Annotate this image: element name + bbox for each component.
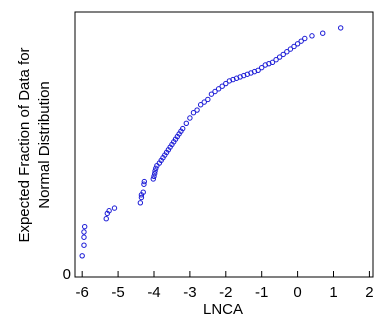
x-tick-label: 0 bbox=[293, 284, 301, 301]
scatter-point bbox=[269, 59, 276, 66]
scatter-point bbox=[208, 91, 215, 97]
scatter-point bbox=[320, 30, 326, 36]
scatter-point bbox=[219, 83, 225, 89]
scatter-point bbox=[337, 25, 344, 31]
scatter-point bbox=[141, 178, 147, 185]
scatter-point bbox=[81, 242, 87, 248]
scatter-point bbox=[212, 88, 218, 95]
scatter-point bbox=[152, 168, 158, 174]
scatter-point bbox=[273, 57, 279, 63]
x-tick-label: -5 bbox=[111, 284, 124, 301]
scatter-point bbox=[205, 96, 211, 103]
scatter-point bbox=[187, 115, 193, 121]
scatter-point bbox=[223, 80, 229, 87]
scatter-point bbox=[284, 49, 290, 55]
x-tick-label: -3 bbox=[183, 284, 196, 301]
y-axis-label-line1: Expected Fraction of Data for bbox=[16, 47, 33, 242]
scatter-point bbox=[103, 216, 109, 222]
x-tick-label: -6 bbox=[76, 284, 89, 301]
scatter-point bbox=[197, 102, 204, 108]
scatter-point bbox=[183, 120, 190, 127]
scatter-point bbox=[276, 54, 283, 60]
scatter-point bbox=[201, 99, 207, 105]
scatter-point bbox=[138, 194, 145, 201]
scatter-point bbox=[298, 38, 304, 44]
scatter-point bbox=[291, 43, 297, 50]
scatter-point bbox=[194, 107, 200, 113]
y-tick-labels: 0 bbox=[63, 266, 71, 283]
scatter-point bbox=[287, 46, 294, 52]
x-axis-label: LNCA bbox=[203, 301, 243, 318]
x-tick-label: -2 bbox=[219, 284, 232, 301]
scatter-point bbox=[280, 51, 286, 58]
scatter-point bbox=[258, 64, 265, 71]
scatter-point bbox=[106, 208, 112, 214]
scatter-point bbox=[150, 176, 156, 182]
scatter-point bbox=[79, 253, 85, 259]
scatter-point bbox=[180, 125, 186, 132]
x-tick-label: 1 bbox=[329, 284, 337, 301]
scatter-point bbox=[153, 165, 159, 172]
scatter-point bbox=[141, 181, 147, 187]
x-tick-labels: -6 -5 -4 -3 -2 -1 0 1 2 bbox=[76, 284, 374, 301]
scatter-point bbox=[294, 41, 301, 47]
scatter-points bbox=[79, 25, 344, 259]
scatter-point bbox=[255, 67, 261, 74]
scatter-point bbox=[302, 35, 308, 42]
scatter-point bbox=[152, 170, 158, 177]
plot-frame bbox=[74, 11, 374, 278]
x-tick-label: -1 bbox=[255, 284, 268, 301]
y-axis-label-line2: Normal Distribution bbox=[36, 81, 53, 209]
scatter-point bbox=[81, 234, 87, 240]
scatter-point bbox=[81, 223, 88, 230]
scatter-point bbox=[309, 33, 315, 39]
x-tick-label: 2 bbox=[365, 284, 373, 301]
y-tick-label: 0 bbox=[63, 266, 71, 283]
scatter-point bbox=[151, 173, 157, 180]
scatter-point bbox=[190, 110, 197, 116]
tick-marks bbox=[81, 271, 370, 277]
scatter-point bbox=[140, 189, 146, 195]
scatter-point bbox=[215, 86, 222, 92]
scatter-point bbox=[137, 200, 144, 206]
scatter-point bbox=[81, 229, 87, 235]
x-tick-label: -4 bbox=[147, 284, 160, 301]
scatter-point bbox=[111, 205, 118, 211]
